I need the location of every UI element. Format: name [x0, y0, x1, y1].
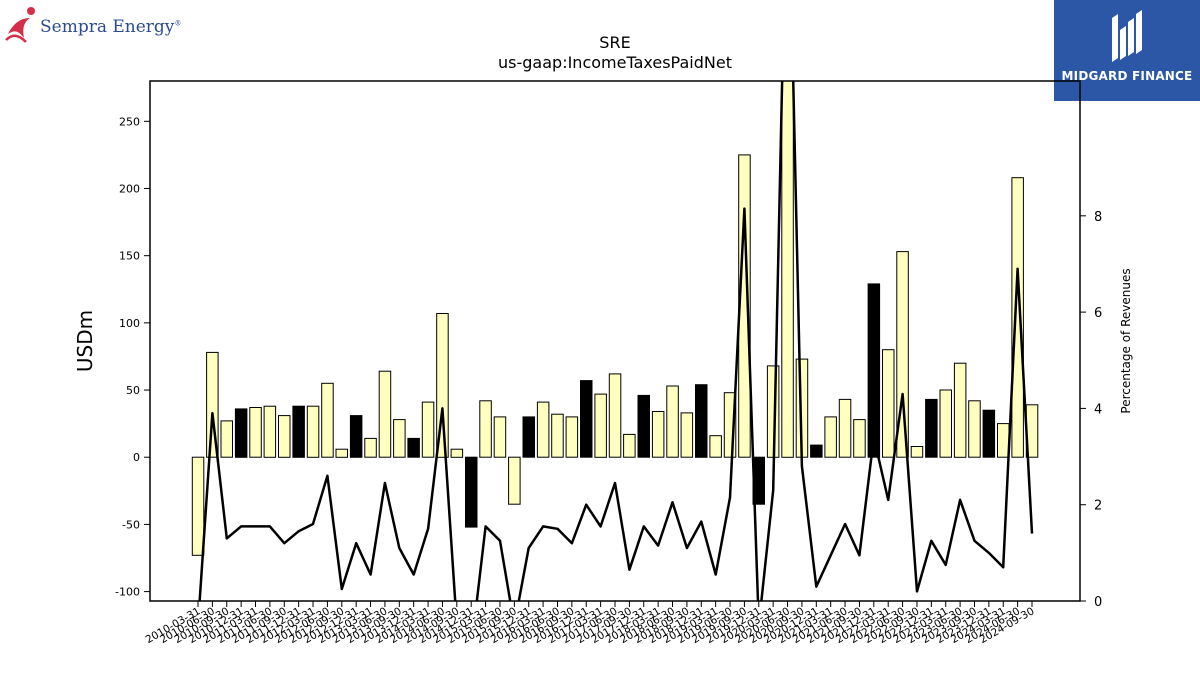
bar [263, 405, 277, 458]
y-tick-label: 250 [119, 115, 140, 128]
bar-series [191, 81, 1039, 556]
bar [953, 362, 967, 458]
bar [968, 400, 981, 458]
bar [407, 437, 420, 458]
line-series-group [198, 81, 1034, 601]
bar [536, 401, 550, 458]
bar [465, 456, 478, 528]
bar [896, 251, 909, 458]
bar [508, 456, 521, 505]
bar [666, 385, 679, 458]
midgard-finance-logo: MIDGARD FINANCE [1054, 0, 1200, 101]
bar [234, 408, 248, 458]
y2-axis-label: Percentage of Revenues [1119, 268, 1133, 413]
chart-subtitle: us-gaap:IncomeTaxesPaidNet [498, 53, 732, 72]
bar [551, 413, 564, 458]
bar [997, 423, 1010, 458]
y-tick-label: 150 [119, 250, 140, 263]
y2-tick-label: 6 [1094, 306, 1102, 321]
bar [335, 448, 348, 458]
bar [393, 419, 406, 458]
bar [580, 380, 593, 458]
y-tick-label: 0 [133, 451, 140, 464]
y2-tick-label: 4 [1094, 402, 1102, 417]
bar [493, 416, 507, 458]
bar [608, 373, 622, 458]
y-tick-label: 100 [119, 317, 140, 330]
bar [623, 433, 636, 458]
revenue-percentage-line [198, 81, 1034, 601]
bar [349, 415, 363, 458]
y2-tick-label: 0 [1094, 595, 1102, 610]
sempra-logo-text: Sempra Energy® [40, 17, 182, 37]
y-tick-label: -50 [122, 518, 140, 531]
bar [450, 448, 464, 458]
bar [436, 313, 449, 458]
bar [910, 446, 924, 458]
bar [378, 370, 392, 458]
bar [781, 81, 794, 458]
bar [278, 415, 291, 458]
plot-area: -100-50050100150200250024682010-03-31201… [115, 80, 1102, 646]
y-tick-label: -100 [115, 586, 140, 599]
bar [220, 420, 233, 458]
bar [925, 398, 938, 458]
bar [680, 412, 694, 458]
bar [1011, 177, 1024, 458]
bar [838, 398, 852, 458]
bar [982, 409, 996, 458]
bar [867, 283, 881, 458]
bar [695, 384, 708, 458]
bar [249, 407, 262, 458]
plot-frame [149, 80, 1081, 602]
bar [723, 392, 737, 458]
midgard-logo-text: MIDGARD FINANCE [1061, 69, 1193, 83]
bar [594, 393, 607, 458]
bar [882, 349, 895, 458]
bar [709, 435, 722, 458]
bar [637, 394, 650, 458]
sempra-flame-icon [5, 7, 35, 43]
midgard-emblem-icon [1112, 10, 1142, 62]
bar [306, 405, 320, 458]
y-tick-label: 200 [119, 182, 140, 195]
y-axis-label: USDm [73, 310, 97, 372]
y-tick-label: 50 [126, 384, 140, 397]
bar [292, 405, 305, 458]
bar [479, 400, 492, 458]
y2-tick-label: 2 [1094, 499, 1102, 514]
bar [565, 416, 579, 458]
bar [810, 444, 823, 458]
bar [522, 416, 535, 458]
bar [364, 437, 377, 458]
bar [421, 401, 435, 458]
y2-tick-label: 8 [1094, 210, 1102, 225]
bar [824, 416, 837, 458]
bar [321, 382, 334, 458]
bar [853, 419, 866, 458]
bar [191, 456, 205, 556]
bar [651, 411, 665, 458]
bar [206, 351, 219, 458]
chart-title: SRE [599, 33, 630, 52]
sempra-energy-logo: Sempra Energy® [4, 4, 204, 48]
bar [939, 389, 952, 458]
